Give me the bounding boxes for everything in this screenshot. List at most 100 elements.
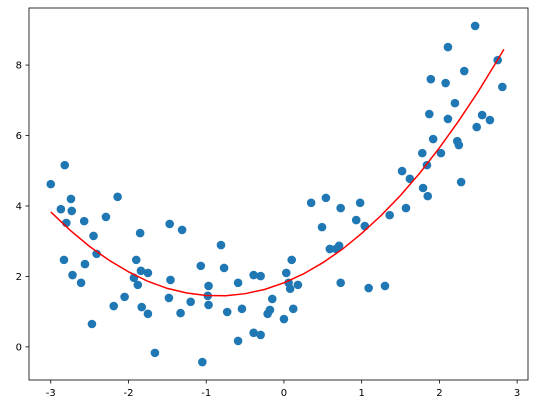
- x-tick-label: -2: [123, 388, 133, 399]
- point: [176, 308, 185, 318]
- point: [68, 270, 77, 280]
- point: [417, 148, 427, 158]
- point: [285, 284, 295, 294]
- point: [164, 293, 174, 303]
- point: [279, 314, 289, 324]
- y-tick-label: 2: [16, 272, 22, 283]
- point: [256, 330, 265, 340]
- point: [143, 268, 153, 278]
- point: [336, 278, 345, 288]
- point: [441, 78, 450, 88]
- point: [360, 221, 370, 231]
- point: [56, 204, 66, 214]
- point: [424, 109, 434, 119]
- x-tick-label: 0: [281, 388, 287, 399]
- x-tick-label: 3: [514, 388, 520, 399]
- point: [109, 301, 119, 311]
- point: [418, 183, 428, 193]
- point: [472, 122, 482, 132]
- point: [150, 348, 160, 358]
- point: [76, 278, 86, 288]
- point: [256, 271, 265, 281]
- y-tick-label: 4: [16, 201, 22, 212]
- point: [265, 305, 275, 315]
- point: [443, 42, 453, 52]
- point: [485, 115, 495, 125]
- point: [325, 244, 335, 254]
- point: [131, 255, 141, 265]
- point: [143, 309, 153, 319]
- point: [443, 114, 453, 124]
- point: [459, 66, 469, 76]
- x-tick-label: 1: [358, 388, 364, 399]
- point: [456, 177, 466, 187]
- x-tick-label: -1: [201, 388, 211, 399]
- point: [135, 228, 145, 238]
- point: [336, 203, 345, 213]
- point: [198, 357, 207, 367]
- point: [450, 98, 460, 108]
- point: [233, 336, 243, 346]
- point: [80, 259, 90, 269]
- point: [364, 283, 373, 293]
- point: [306, 198, 316, 208]
- point: [287, 255, 297, 265]
- point: [267, 294, 277, 304]
- point: [87, 319, 97, 329]
- point: [249, 328, 258, 338]
- plot-frame: [28, 7, 529, 381]
- point: [249, 270, 258, 280]
- point: [321, 193, 331, 203]
- point: [120, 292, 129, 302]
- point: [66, 194, 76, 204]
- point: [113, 192, 122, 202]
- point: [477, 110, 487, 120]
- y-tick-label: 6: [16, 131, 22, 142]
- point: [79, 216, 89, 226]
- point: [60, 160, 70, 170]
- point: [101, 212, 111, 222]
- point: [401, 203, 411, 213]
- point: [397, 166, 407, 176]
- point: [470, 21, 480, 31]
- point: [89, 231, 98, 241]
- point: [204, 300, 213, 310]
- point: [233, 278, 243, 288]
- point: [288, 304, 298, 314]
- x-tick-label: 2: [436, 388, 442, 399]
- y-tick-label: 0: [16, 342, 22, 353]
- point: [293, 280, 303, 290]
- point: [137, 302, 147, 312]
- point: [165, 219, 174, 229]
- point: [281, 268, 291, 278]
- point: [334, 241, 344, 251]
- point: [380, 281, 390, 291]
- point: [436, 148, 446, 158]
- point: [166, 275, 175, 285]
- point: [219, 263, 229, 273]
- point: [92, 249, 101, 259]
- point: [222, 307, 232, 317]
- point: [426, 74, 436, 84]
- point: [136, 266, 146, 276]
- fit-line: [50, 48, 505, 297]
- point: [498, 82, 507, 92]
- point: [454, 140, 464, 150]
- y-tick-label: 8: [16, 61, 22, 72]
- point: [133, 280, 143, 290]
- point: [351, 215, 361, 225]
- point: [355, 198, 365, 208]
- point: [317, 222, 327, 232]
- point: [177, 225, 187, 235]
- point: [237, 304, 247, 314]
- point: [423, 191, 433, 201]
- point: [428, 134, 438, 144]
- point: [216, 240, 226, 250]
- point: [204, 281, 213, 291]
- point: [67, 206, 77, 216]
- point: [385, 210, 394, 220]
- point: [196, 261, 206, 271]
- x-tick-label: -3: [46, 388, 56, 399]
